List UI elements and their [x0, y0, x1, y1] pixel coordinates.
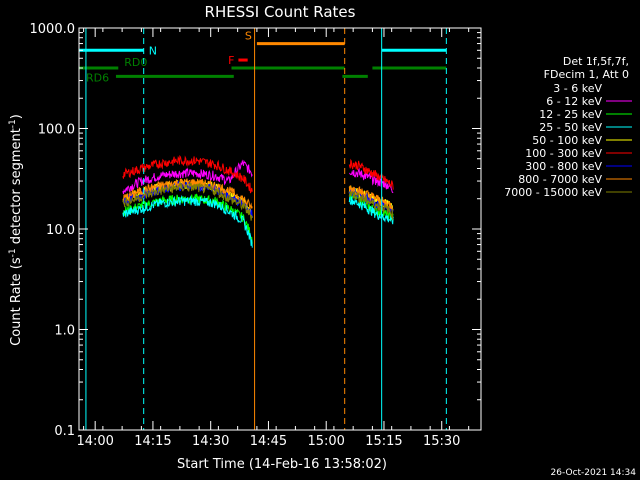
legend-entry-label: 100 - 300 keV [525, 147, 602, 160]
series-25-50keV-seg1 [122, 194, 253, 248]
legend-entry-label: 300 - 800 keV [525, 160, 602, 173]
x-axis-label: Start Time (14-Feb-16 13:58:02) [177, 457, 387, 472]
x-tick-label: 15:30 [423, 434, 460, 449]
legend-entry-label: 7000 - 15000 keV [504, 186, 602, 199]
legend-entry-label: 12 - 25 keV [539, 108, 602, 121]
chart-title: RHESSI Count Rates [205, 3, 356, 21]
legend-entry-label: 6 - 12 keV [546, 95, 602, 108]
y-axis-label-exponent-2: -1 [8, 119, 18, 128]
legend-entry-label: 50 - 100 keV [532, 134, 602, 147]
x-tick-label: 14:00 [76, 434, 113, 449]
series-100-300keV-seg2 [348, 158, 394, 190]
x-tick-label: 14:45 [250, 434, 287, 449]
legend-entry-label: 800 - 7000 keV [518, 173, 602, 186]
flag-label-F: F [228, 54, 234, 67]
legend-entry-label: 3 - 6 keV [553, 82, 602, 95]
series-7000-15000keV-seg1 [122, 181, 253, 221]
generation-timestamp: 26-Oct-2021 14:34 [551, 468, 637, 478]
y-tick-label: 1.0 [54, 324, 75, 339]
flag-label-RD6: RD6 [86, 71, 109, 84]
series-25-50keV-seg2 [348, 196, 394, 225]
y-axis-label-exponent-1: -1 [8, 248, 18, 257]
y-tick-label: 0.1 [54, 424, 75, 439]
x-tick-label: 15:00 [307, 434, 344, 449]
y-axis-label-main: Count Rate (s [9, 257, 24, 346]
flag-label-N: N [149, 44, 157, 57]
x-tick-label: 15:15 [365, 434, 402, 449]
y-axis-label: Count Rate (s-1 detector segment-1) [8, 114, 24, 346]
x-tick-label: 14:30 [192, 434, 229, 449]
flag-label-RD0: RD0 [124, 56, 147, 69]
y-tick-label: 100.0 [38, 123, 75, 138]
legend-entry-label: 25 - 50 keV [539, 121, 602, 134]
series-3-6keV-seg1 [122, 110, 253, 126]
data-traces [122, 110, 394, 248]
series-100-300keV-seg1 [122, 154, 253, 194]
axis-ticks: 14:00 14:15 14:30 14:45 15:00 15:15 15:30 0.1 1.… [30, 22, 481, 449]
series-6-12keV-seg1 [122, 159, 253, 195]
legend: Det 1f,5f,7f, FDecim 1, Att 0 3 - 6 keV6… [504, 55, 632, 199]
x-tick-label: 14:15 [134, 434, 171, 449]
legend-header-line-1: Det 1f,5f,7f, [563, 55, 629, 68]
y-tick-label: 10.0 [46, 223, 75, 238]
series-3-6keV-seg2 [348, 118, 394, 129]
series-7000-15000keV-seg2 [348, 190, 394, 221]
legend-header-line-2: FDecim 1, Att 0 [544, 68, 629, 81]
y-tick-label: 1000.0 [30, 22, 76, 37]
series-800-7000keV-seg1 [122, 178, 253, 209]
y-axis-label-mid: detector segment [9, 128, 24, 248]
flag-label-S: S [245, 30, 252, 43]
y-axis-label-end: ) [9, 114, 24, 119]
